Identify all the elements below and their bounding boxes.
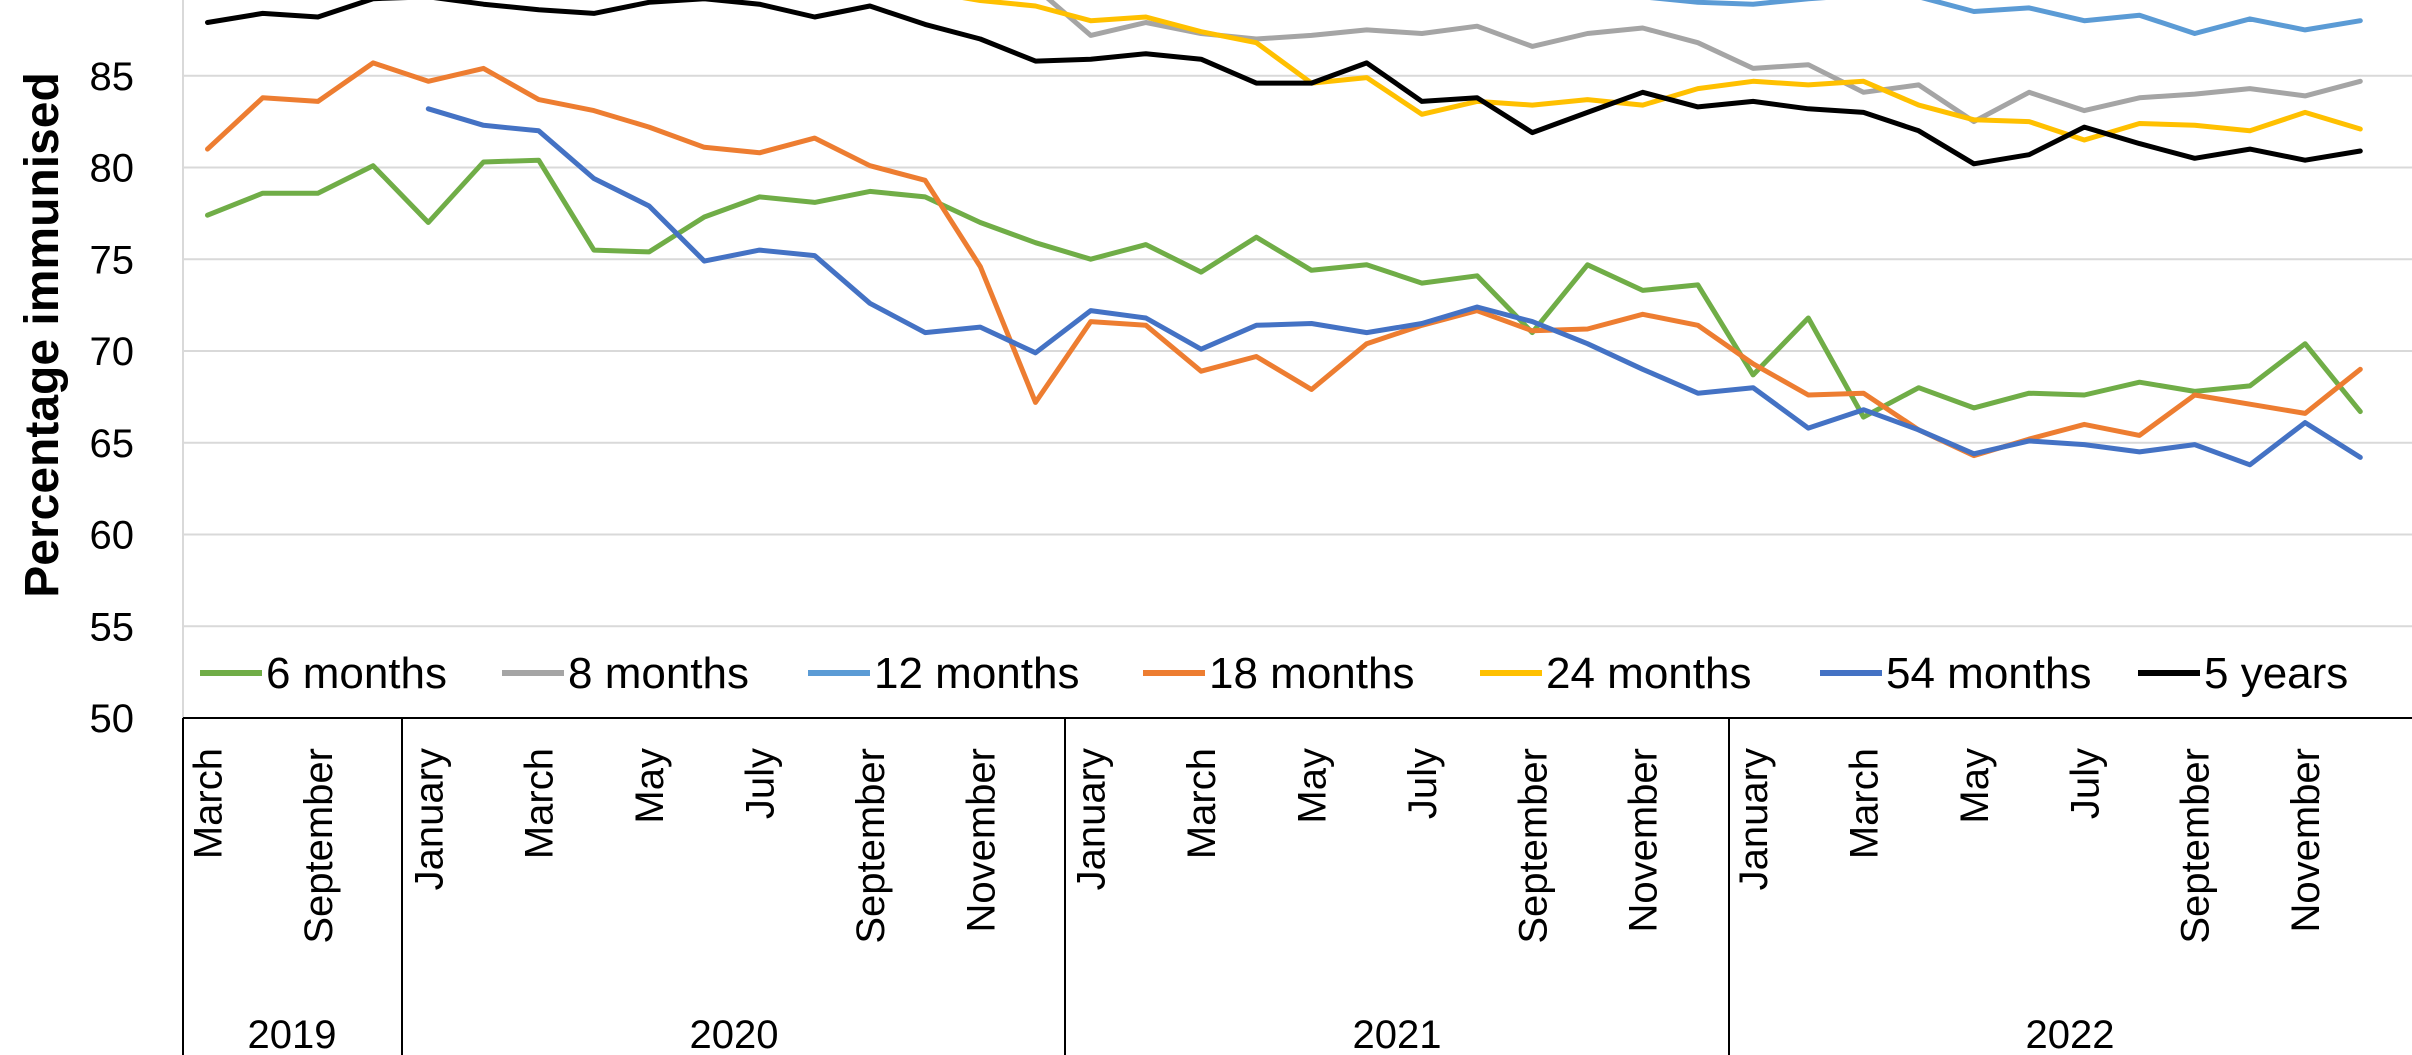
y-tick-label: 85 (90, 55, 135, 99)
legend-label: 6 months (266, 649, 447, 698)
x-tick-label: March (1180, 748, 1224, 859)
legend-label: 5 years (2204, 649, 2348, 698)
y-tick-label: 55 (90, 605, 135, 649)
y-tick-label: 50 (90, 697, 135, 741)
x-year-label: 2019 (248, 1013, 337, 1055)
x-tick-label: January (1070, 748, 1114, 890)
x-tick-label: September (297, 748, 341, 944)
x-tick-label: March (518, 748, 562, 859)
y-tick-label: 65 (90, 422, 135, 466)
x-tick-label: March (1843, 748, 1887, 859)
series-line-12-months (1649, 0, 2363, 36)
legend-label: 12 months (874, 649, 1079, 698)
series-line-5-years (205, 0, 2363, 167)
legend-label: 24 months (1546, 649, 1751, 698)
x-year-label: 2021 (1353, 1013, 1442, 1055)
y-axis-ticks: 50 55 60 65 70 75 80 85 (90, 55, 135, 741)
legend-label: 8 months (568, 649, 749, 698)
x-tick-label: March (187, 748, 231, 859)
legend: 6 months 8 months 12 months 18 months 24 mon… (190, 640, 2412, 706)
x-tick-label: November (1622, 748, 1666, 933)
y-tick-label: 80 (90, 147, 135, 191)
legend-label: 54 months (1886, 649, 2091, 698)
x-tick-label: July (1401, 748, 1445, 819)
y-tick-label: 70 (90, 330, 135, 374)
x-tick-label: May (1953, 748, 1997, 824)
series-line-6-months (205, 157, 2363, 420)
x-axis: March September January March May July Septemb… (182, 717, 2412, 1055)
series-line-8-months (1045, 0, 2363, 125)
x-tick-label: January (1732, 748, 1776, 890)
x-tick-label: May (628, 748, 672, 824)
x-tick-label: September (2174, 748, 2218, 944)
legend-label: 18 months (1209, 649, 1414, 698)
x-tick-label: September (1511, 748, 1555, 944)
x-tick-label: September (849, 748, 893, 944)
x-year-label: 2020 (690, 1013, 779, 1055)
y-axis-label: Percentage immunised (16, 72, 69, 598)
x-tick-label: July (739, 748, 783, 819)
series-lines (205, 0, 2363, 468)
x-tick-label: November (959, 748, 1003, 933)
series-line-24-months (962, 0, 2363, 143)
series-line-54-months (425, 106, 2363, 468)
x-tick-label: May (1291, 748, 1335, 824)
x-year-label: 2022 (2026, 1013, 2115, 1055)
x-tick-label: July (2063, 748, 2107, 819)
y-tick-label: 75 (90, 238, 135, 282)
x-tick-label: January (407, 748, 451, 890)
x-tick-label: November (2284, 748, 2328, 933)
y-tick-label: 60 (90, 514, 135, 558)
